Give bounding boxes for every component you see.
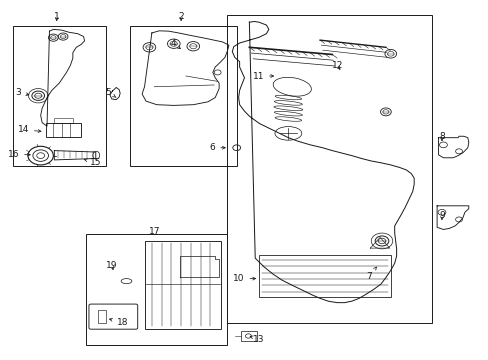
Text: 16: 16 bbox=[8, 150, 30, 159]
Text: 6: 6 bbox=[209, 143, 225, 152]
Text: 4: 4 bbox=[171, 39, 180, 49]
Bar bbox=[86, 234, 227, 345]
Text: 2: 2 bbox=[178, 12, 183, 21]
Text: 11: 11 bbox=[252, 72, 273, 81]
Text: 8: 8 bbox=[438, 132, 444, 141]
Bar bbox=[259, 255, 390, 297]
Bar bbox=[54, 118, 73, 123]
Text: 12: 12 bbox=[331, 61, 342, 70]
Text: 9: 9 bbox=[438, 211, 444, 220]
Text: 13: 13 bbox=[250, 335, 264, 344]
Text: 19: 19 bbox=[106, 261, 118, 270]
Bar bbox=[98, 310, 105, 323]
Text: 17: 17 bbox=[148, 228, 160, 237]
Bar bbox=[144, 241, 221, 329]
Text: 14: 14 bbox=[18, 125, 41, 134]
Bar bbox=[130, 26, 237, 166]
Bar bbox=[45, 123, 81, 137]
Bar bbox=[240, 331, 256, 341]
Bar bbox=[227, 15, 431, 323]
Text: 15: 15 bbox=[84, 158, 102, 167]
Text: 18: 18 bbox=[109, 318, 128, 327]
Bar bbox=[13, 26, 105, 166]
Text: 3: 3 bbox=[15, 87, 29, 96]
Text: 5: 5 bbox=[105, 87, 116, 97]
Text: 1: 1 bbox=[54, 12, 60, 21]
Text: 7: 7 bbox=[365, 267, 376, 281]
Text: 10: 10 bbox=[232, 274, 255, 283]
